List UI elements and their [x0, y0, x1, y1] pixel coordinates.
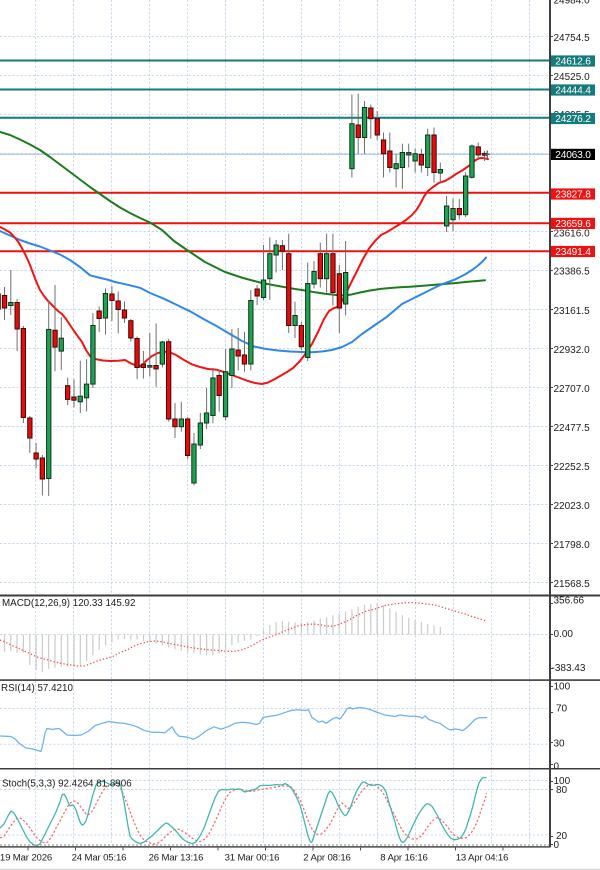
- svg-text:23616.0: 23616.0: [554, 229, 591, 240]
- svg-text:13 Apr 04:16: 13 Apr 04:16: [456, 853, 509, 864]
- svg-text:70: 70: [556, 704, 568, 715]
- svg-text:20: 20: [556, 831, 568, 842]
- svg-text:22252.5: 22252.5: [554, 462, 591, 473]
- svg-text:23161.5: 23161.5: [554, 306, 591, 317]
- svg-text:0: 0: [554, 840, 560, 851]
- svg-text:22477.5: 22477.5: [554, 423, 591, 434]
- svg-text:0.00: 0.00: [554, 629, 574, 640]
- svg-text:100: 100: [554, 776, 571, 787]
- svg-text:23386.5: 23386.5: [554, 267, 591, 278]
- svg-text:22023.0: 22023.0: [554, 501, 591, 512]
- svg-text:356.66: 356.66: [554, 596, 585, 607]
- svg-text:22707.0: 22707.0: [554, 384, 591, 395]
- svg-text:30: 30: [554, 739, 566, 750]
- svg-text:MACD(12,26,9) 120.33 145.92: MACD(12,26,9) 120.33 145.92: [2, 598, 135, 609]
- svg-text:24063.0: 24063.0: [555, 150, 591, 161]
- svg-text:24754.5: 24754.5: [554, 33, 591, 44]
- svg-text:8 Apr 16:16: 8 Apr 16:16: [380, 853, 427, 864]
- svg-text:0: 0: [554, 762, 560, 773]
- svg-text:19 Mar 2026: 19 Mar 2026: [0, 853, 52, 864]
- svg-text:2 Apr 08:16: 2 Apr 08:16: [303, 853, 350, 864]
- svg-text:24984.0: 24984.0: [554, 0, 591, 7]
- svg-text:80: 80: [556, 785, 568, 796]
- svg-text:23491.4: 23491.4: [555, 247, 591, 258]
- svg-text:-383.43: -383.43: [552, 663, 586, 674]
- svg-text:22932.0: 22932.0: [554, 345, 591, 356]
- svg-text:100: 100: [554, 682, 571, 693]
- svg-text:24444.4: 24444.4: [555, 86, 591, 97]
- svg-text:24525.0: 24525.0: [554, 72, 591, 83]
- svg-text:24276.2: 24276.2: [555, 114, 591, 125]
- svg-text:Stoch(5,3,3) 92.4264 81.8906: Stoch(5,3,3) 92.4264 81.8906: [2, 779, 132, 790]
- svg-text:21798.0: 21798.0: [554, 540, 591, 551]
- svg-text:24612.6: 24612.6: [555, 57, 591, 68]
- svg-text:26 Mar 13:16: 26 Mar 13:16: [149, 853, 204, 864]
- svg-text:31 Mar 00:16: 31 Mar 00:16: [225, 853, 280, 864]
- svg-text:24 Mar 05:16: 24 Mar 05:16: [72, 853, 127, 864]
- svg-text:23659.6: 23659.6: [555, 219, 591, 230]
- svg-text:21568.5: 21568.5: [554, 579, 591, 590]
- svg-text:RSI(14) 57.4210: RSI(14) 57.4210: [1, 683, 73, 694]
- svg-text:23827.8: 23827.8: [555, 190, 591, 201]
